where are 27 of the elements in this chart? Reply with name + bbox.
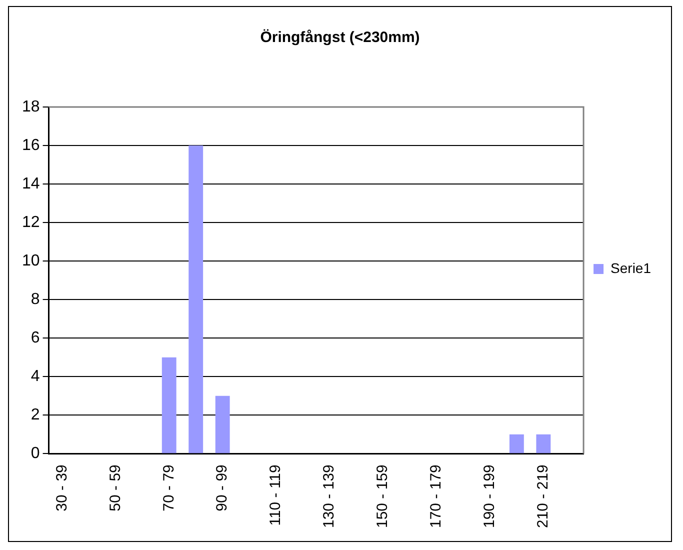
- legend-label: Serie1: [610, 260, 652, 276]
- x-tick-label: 210 - 219: [534, 464, 552, 528]
- y-tick-label: 14: [22, 175, 40, 192]
- y-tick-label: 0: [30, 445, 40, 462]
- x-tick-label: 190 - 199: [481, 464, 498, 528]
- y-tick-label: 16: [22, 136, 40, 154]
- y-tick-label: 6: [30, 329, 40, 346]
- x-tick-label: 30 - 39: [53, 464, 70, 512]
- y-tick-label: 10: [22, 252, 40, 270]
- bar: [215, 396, 230, 454]
- bar: [536, 434, 551, 454]
- y-tick-label: 12: [22, 214, 40, 231]
- y-tick-label: 2: [30, 406, 40, 424]
- y-tick-label: 8: [30, 290, 40, 308]
- x-tick-label: 50 - 59: [106, 464, 124, 512]
- y-tick-label: 18: [22, 98, 40, 116]
- x-tick-label: 170 - 179: [428, 464, 445, 528]
- x-tick-label: 70 - 79: [160, 464, 178, 512]
- x-tick-label: 130 - 139: [320, 464, 338, 528]
- chart-title: Öringfångst (<230mm): [260, 29, 420, 46]
- bar: [509, 434, 524, 454]
- x-tick-label: 110 - 119: [267, 464, 284, 526]
- bar: [188, 146, 204, 454]
- bar: [162, 357, 176, 454]
- y-tick-label: 4: [30, 368, 40, 385]
- x-tick-label: 150 - 159: [374, 464, 392, 528]
- x-tick-label: 90 - 99: [214, 464, 231, 512]
